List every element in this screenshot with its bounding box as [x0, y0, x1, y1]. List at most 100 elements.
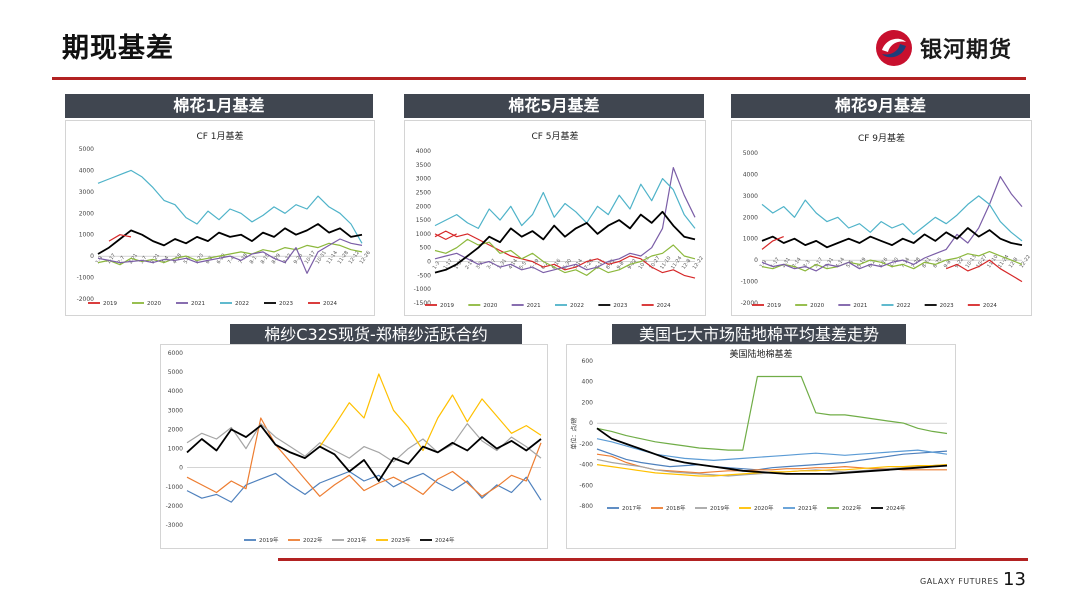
- x-tick-label: 7-4: [227, 255, 237, 265]
- legend-item: 2024年: [871, 504, 906, 512]
- x-tick-label: 3-31: [497, 258, 508, 271]
- chart-title: CF 1月基差: [196, 130, 243, 142]
- legend-label: 2021年: [347, 536, 367, 544]
- legend-label: 2022: [897, 303, 911, 309]
- x-tick-label: 3-3: [475, 261, 485, 271]
- x-tick-label: 5-19: [529, 258, 540, 271]
- legend-label: 2019: [767, 303, 781, 309]
- series-line: [434, 210, 696, 274]
- legend-item: 2024: [308, 301, 337, 307]
- y-tick-label: 5000: [168, 369, 183, 376]
- y-tick-label: 3000: [743, 193, 758, 200]
- series-line: [97, 169, 363, 244]
- y-tick-label: 1500: [416, 217, 431, 224]
- x-tick-label: 1-31: [780, 257, 791, 270]
- series-line: [761, 251, 1023, 272]
- brand-logo: 银河期货: [874, 28, 1034, 68]
- series-line: [319, 373, 542, 452]
- chart-panel-cf9: CF 9月基差 5000 4000 3000 2000 1000 0 -1000 -2000 1-…: [731, 120, 1032, 316]
- legend-item: 2020: [795, 303, 825, 309]
- y-tick-label: 1000: [168, 446, 183, 453]
- legend-item: 2021: [838, 303, 867, 309]
- x-tick-label: 5-5: [845, 259, 855, 269]
- galaxy-logo-icon: [876, 30, 912, 66]
- chart-title: CF 5月基差: [531, 130, 578, 142]
- chart-cf5: CF 5月基差 4000 3500 3000 2500 2000 1500 1000 500 0 -…: [414, 130, 705, 309]
- legend-label: 2019年: [710, 504, 730, 512]
- y-tick-label: 3000: [168, 407, 183, 414]
- x-tick-label: 1-17: [106, 253, 117, 266]
- x-tick-label: 4-14: [835, 257, 846, 270]
- x-tick-label: 9-22: [627, 258, 638, 271]
- y-axis-label: 单位：点/磅: [570, 417, 578, 449]
- y-tick-label: 0: [754, 257, 758, 264]
- y-tick-label: 2500: [416, 189, 431, 196]
- series-line: [97, 238, 363, 274]
- legend-label: 2021年: [798, 504, 818, 512]
- legend-item: 2020年: [739, 504, 774, 512]
- legend-label: 2024: [657, 303, 671, 309]
- x-tick-label: 8-15: [260, 253, 271, 266]
- x-tick-label: 7-14: [900, 257, 911, 270]
- x-tick-label: 8-25: [605, 258, 616, 271]
- y-tick-label: 600: [582, 358, 594, 365]
- chart-panel-yarn: 6000 5000 4000 3000 2000 1000 0 -1000 -2000 -3000…: [160, 344, 548, 549]
- y-tick-label: 4000: [743, 171, 758, 178]
- y-tick-label: -200: [579, 441, 593, 448]
- y-tick-label: -1000: [414, 286, 432, 293]
- x-tick-label: 6-30: [562, 258, 573, 271]
- legend-label: 2022: [570, 303, 584, 309]
- series-line: [596, 448, 948, 471]
- x-tick-label: 6-20: [216, 253, 227, 266]
- x-tick-label: 3-21: [150, 253, 161, 266]
- series-line: [434, 238, 696, 276]
- chart-cf1: CF 1月基差 5000 4000 3000 2000 1000 0 -1000 -2000 1-…: [77, 130, 372, 307]
- legend-item: 2019: [752, 303, 781, 309]
- y-tick-label: 2000: [168, 426, 183, 433]
- x-tick-label: 12-22: [1019, 254, 1031, 269]
- y-tick-label: 0: [589, 420, 593, 427]
- series-line: [761, 176, 1023, 272]
- x-tick-label: 4-18: [172, 253, 183, 266]
- x-tick-label: 6-2: [540, 261, 550, 271]
- panel-header-cf5: 棉花5月基差: [404, 94, 704, 118]
- y-tick-label: 4000: [416, 148, 431, 155]
- y-tick-label: 4000: [168, 388, 183, 395]
- y-tick-label: -1000: [77, 275, 95, 282]
- y-tick-label: 0: [90, 253, 94, 260]
- legend-label: 2022年: [303, 536, 323, 544]
- y-tick-label: 5000: [79, 146, 94, 153]
- y-tick-label: -2000: [77, 296, 95, 303]
- chart-panel-cf1: CF 1月基差 5000 4000 3000 2000 1000 0 -1000 -2000 1-…: [65, 120, 375, 316]
- chart-panel-us: 美国陆地棉基差 单位：点/磅 600 400 200 0 -200 -400 -600 -800 2…: [566, 344, 956, 549]
- x-tick-label: 9-26: [293, 253, 304, 266]
- x-tick-label: 5-5: [518, 261, 528, 271]
- legend-item: 2022: [220, 301, 249, 307]
- x-tick-label: 3-17: [813, 257, 824, 270]
- legend-item: 2023年: [376, 536, 411, 544]
- legend-label: 2021: [191, 301, 205, 307]
- legend-label: 2023: [279, 301, 293, 307]
- y-tick-label: 2000: [743, 214, 758, 221]
- panel-header-us: 美国七大市场陆地棉平均基差走势: [612, 324, 906, 346]
- legend-item: 2024年: [420, 536, 455, 544]
- legend-label: 2020: [483, 303, 497, 309]
- series-line: [186, 424, 542, 482]
- legend-label: 2018年: [666, 504, 686, 512]
- y-tick-label: 0: [179, 465, 183, 472]
- x-tick-label: 7-14: [573, 258, 584, 271]
- chart-title: CF 9月基差: [858, 132, 905, 144]
- series-line: [596, 464, 948, 477]
- legend-item: 2017年: [607, 504, 642, 512]
- series-line: [761, 195, 1023, 242]
- header-divider: [52, 77, 1026, 80]
- y-tick-label: 2000: [416, 203, 431, 210]
- legend-item: 2022年: [288, 536, 323, 544]
- x-tick-label: 1-17: [770, 257, 781, 270]
- y-tick-label: -1500: [414, 300, 432, 307]
- y-tick-label: 4000: [79, 167, 94, 174]
- y-tick-label: -800: [579, 503, 593, 510]
- legend-item: 2022: [555, 303, 584, 309]
- x-tick-label: 1-17: [443, 258, 454, 271]
